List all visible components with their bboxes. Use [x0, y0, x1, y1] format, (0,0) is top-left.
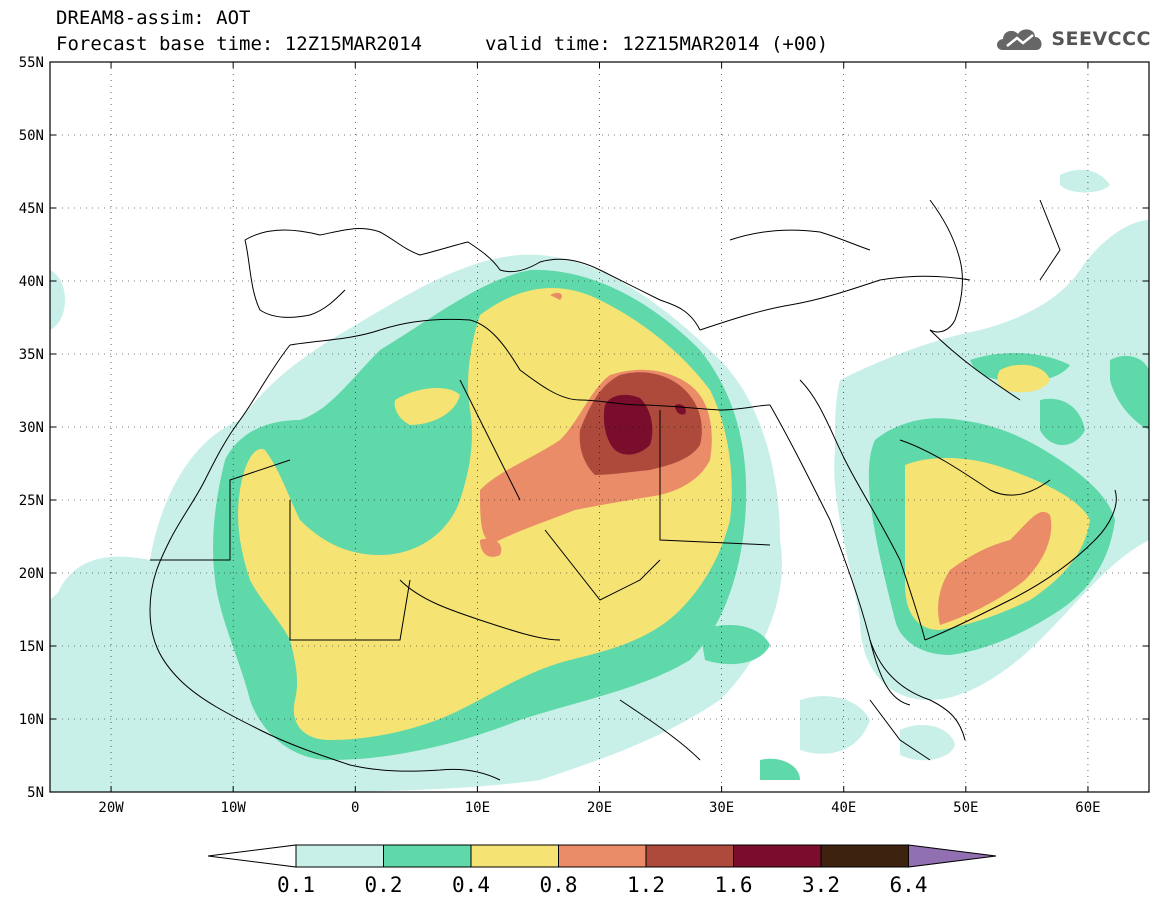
lon-label: 20E: [587, 800, 612, 816]
colorbar-labels: 0.1 0.2 0.4 0.8 1.2 1.6 3.2 6.4: [277, 873, 927, 897]
latitude-ticks: [50, 61, 1149, 793]
colorbar-label: 0.4: [452, 873, 490, 897]
colorbar-under-arrow: [207, 844, 297, 868]
colorbar-cell: [558, 844, 647, 868]
colorbar-label: 1.2: [627, 873, 665, 897]
lon-label: 30E: [709, 800, 734, 816]
latitude-labels: 55N 50N 45N 40N 35N 30N 25N 20N 15N 10N 5N: [19, 55, 44, 801]
lat-label: 30N: [19, 420, 44, 436]
longitude-labels: 20W 10W 0 10E 20E 30E 40E 50E 60E: [98, 800, 1100, 816]
colorbar-cell: [470, 844, 559, 868]
colorbar-label: 0.2: [365, 873, 403, 897]
lat-label: 45N: [19, 201, 44, 217]
brand-logo: SEEVCCC: [993, 24, 1151, 54]
cloud-logo-icon: [997, 29, 1042, 50]
colorbar-label: 1.6: [715, 873, 753, 897]
colorbar-cell: [820, 844, 909, 868]
colorbar-over-arrow: [908, 844, 997, 868]
colorbar-cell: [733, 844, 822, 868]
brand-name: SEEVCCC: [1051, 28, 1151, 50]
forecast-base-time: Forecast base time: 12Z15MAR2014: [56, 33, 423, 55]
colorbar-label: 3.2: [802, 873, 840, 897]
lat-label: 25N: [19, 493, 44, 509]
longitude-ticks: [110, 62, 1089, 792]
lat-label: 35N: [19, 347, 44, 363]
aot-field: [50, 169, 1149, 792]
coastlines: [149, 199, 1117, 781]
lat-label: 20N: [19, 566, 44, 582]
lat-label: 10N: [19, 712, 44, 728]
lon-label: 10E: [465, 800, 490, 816]
lat-label: 50N: [19, 128, 44, 144]
colorbar-cell: [645, 844, 734, 868]
lat-label: 15N: [19, 639, 44, 655]
lon-label: 0: [351, 800, 359, 816]
lon-label: 50E: [953, 800, 978, 816]
lon-label: 60E: [1075, 800, 1100, 816]
lon-label: 40E: [831, 800, 856, 816]
colorbar-cell: [295, 844, 384, 868]
colorbar-label: 0.1: [277, 873, 315, 897]
lon-label: 20W: [98, 800, 124, 816]
valid-time: valid time: 12Z15MAR2014 (+00): [485, 33, 829, 55]
lat-label: 40N: [19, 274, 44, 290]
lat-label: 55N: [19, 55, 44, 71]
colorbar-label: 0.8: [540, 873, 578, 897]
lat-label: 5N: [27, 785, 44, 801]
colorbar: [207, 844, 997, 868]
lon-label: 10W: [221, 800, 247, 816]
colorbar-label: 6.4: [890, 873, 928, 897]
map-title: DREAM8-assim: AOT: [56, 7, 251, 29]
colorbar-cell: [383, 844, 472, 868]
